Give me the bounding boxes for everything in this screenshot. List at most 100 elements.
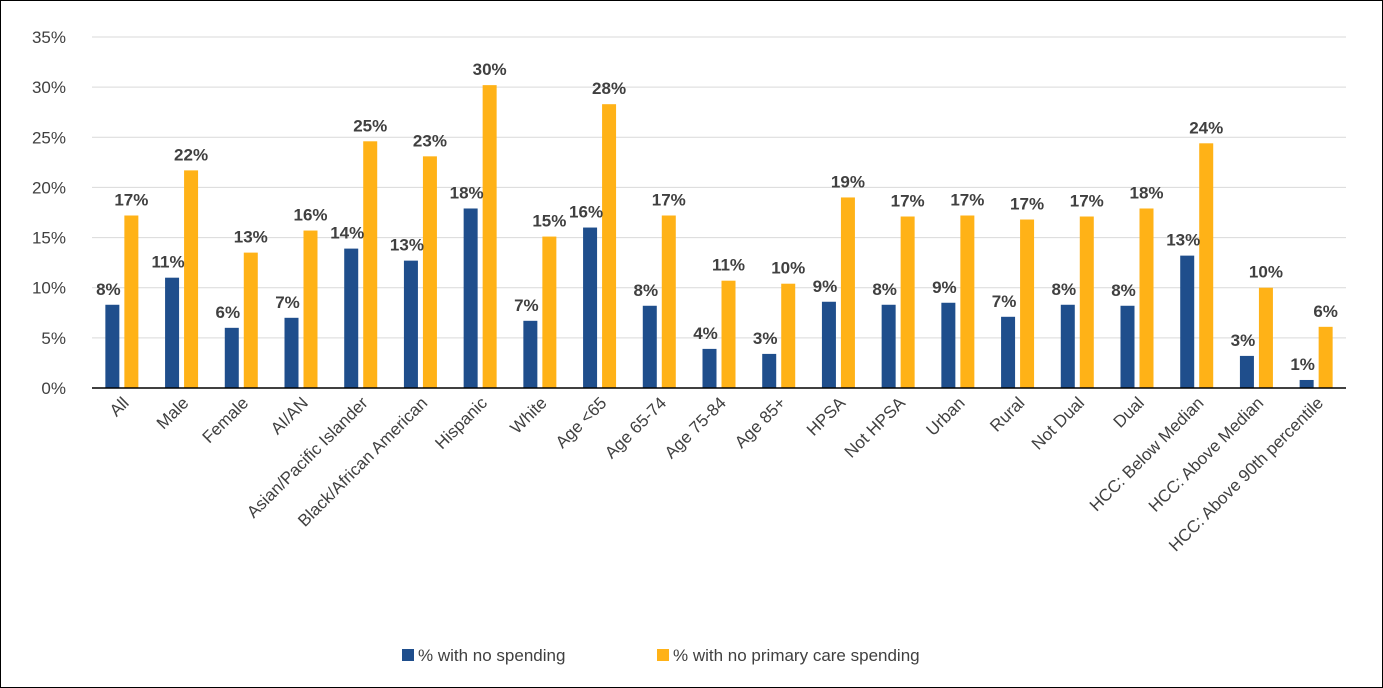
data-label-no-primary-care-spending: 22% [174, 145, 208, 164]
data-label-no-primary-care-spending: 6% [1313, 302, 1338, 321]
data-label-no-spending: 1% [1290, 355, 1315, 374]
x-category-label: HCC: Above Median [1145, 393, 1267, 515]
legend-swatch-no-primary-care-spending [657, 649, 669, 661]
data-label-no-primary-care-spending: 17% [1010, 195, 1044, 214]
bar-no-spending [941, 302, 956, 388]
x-category-label: Rural [986, 393, 1028, 435]
x-category-label: Not HPSA [841, 393, 910, 462]
bar-no-spending [762, 353, 777, 388]
bars [105, 85, 1333, 388]
data-label-no-spending: 8% [1111, 281, 1136, 300]
data-label-no-spending: 9% [813, 277, 838, 296]
data-label-no-spending: 14% [330, 224, 364, 243]
bar-no-spending [881, 304, 896, 388]
bar-no-primary-care-spending [482, 85, 497, 388]
data-label-no-spending: 8% [96, 280, 121, 299]
bar-no-primary-care-spending [840, 197, 855, 388]
bar-no-primary-care-spending [363, 141, 378, 388]
y-tick-label: 20% [32, 178, 66, 197]
data-label-no-primary-care-spending: 10% [771, 259, 805, 278]
y-tick-label: 25% [32, 128, 66, 147]
x-category-label: Age 75-84 [661, 393, 730, 462]
data-label-no-primary-care-spending: 17% [114, 191, 148, 210]
data-label-no-spending: 8% [633, 281, 658, 300]
data-label-no-primary-care-spending: 24% [1189, 118, 1223, 137]
legend-label-no-primary-care-spending: % with no primary care spending [673, 646, 920, 665]
legend-swatch-no-spending [402, 649, 414, 661]
data-label-no-spending: 7% [992, 292, 1017, 311]
bar-no-primary-care-spending [303, 230, 318, 388]
bar-no-primary-care-spending [1139, 208, 1154, 388]
x-category-label: HPSA [803, 393, 850, 440]
data-label-no-spending: 9% [932, 278, 957, 297]
bar-no-spending [284, 317, 299, 388]
data-label-no-spending: 13% [390, 236, 424, 255]
data-label-no-spending: 18% [450, 183, 484, 202]
bar-no-primary-care-spending [542, 236, 557, 388]
y-tick-label: 10% [32, 279, 66, 298]
bar-no-spending [403, 260, 418, 388]
x-category-label: Female [199, 393, 253, 447]
data-label-no-primary-care-spending: 17% [891, 192, 925, 211]
data-label-no-primary-care-spending: 13% [234, 228, 268, 247]
x-category-label: All [106, 393, 133, 420]
bar-no-primary-care-spending [422, 156, 437, 388]
x-category-label: Not Dual [1028, 393, 1088, 453]
bar-no-spending [821, 301, 836, 388]
bar-no-spending [1180, 255, 1195, 388]
bar-no-primary-care-spending [243, 252, 258, 388]
x-category-label: Age 65-74 [601, 393, 670, 462]
bar-no-spending [344, 248, 359, 388]
legend: % with no spending % with no primary car… [402, 646, 920, 665]
data-label-no-primary-care-spending: 10% [1249, 263, 1283, 282]
data-label-no-primary-care-spending: 17% [950, 191, 984, 210]
bar-no-primary-care-spending [661, 215, 676, 388]
data-label-no-primary-care-spending: 30% [473, 60, 507, 79]
bar-no-spending [105, 304, 120, 388]
bar-no-primary-care-spending [1318, 326, 1333, 388]
data-label-no-spending: 6% [215, 303, 240, 322]
y-tick-label: 35% [32, 28, 66, 47]
data-label-no-spending: 8% [1051, 280, 1076, 299]
gridlines [92, 36, 1346, 339]
bar-no-primary-care-spending [602, 104, 617, 388]
bar-no-spending [583, 227, 598, 388]
bar-no-primary-care-spending [1020, 219, 1035, 388]
data-label-no-primary-care-spending: 28% [592, 79, 626, 98]
data-label-no-primary-care-spending: 15% [532, 212, 566, 231]
bar-no-primary-care-spending [1079, 216, 1094, 388]
data-label-no-primary-care-spending: 11% [712, 256, 745, 275]
x-category-label: Age 85+ [731, 393, 790, 452]
x-category-label: Dual [1110, 393, 1148, 431]
data-label-no-spending: 3% [753, 329, 778, 348]
bar-no-primary-care-spending [721, 280, 736, 388]
bar-no-primary-care-spending [184, 170, 199, 388]
data-label-no-primary-care-spending: 19% [831, 172, 865, 191]
bar-no-primary-care-spending [781, 283, 796, 388]
bar-no-spending [463, 208, 478, 388]
x-category-label: AI/AN [267, 393, 312, 438]
data-label-no-primary-care-spending: 18% [1129, 183, 1163, 202]
y-tick-label: 15% [32, 229, 66, 248]
bar-no-primary-care-spending [124, 215, 139, 388]
data-label-no-primary-care-spending: 23% [413, 131, 447, 150]
data-labels: 8%17%11%22%6%13%7%16%14%25%13%23%18%30%7… [96, 60, 1338, 374]
x-category-label: Urban [923, 393, 969, 439]
bar-no-spending [224, 327, 239, 388]
y-axis-ticks: 0% 5% 10% 15% 20% 25% 30% 35% [32, 28, 66, 398]
bar-no-spending [642, 305, 657, 388]
x-category-label: Hispanic [431, 393, 491, 453]
bar-no-spending [1120, 305, 1135, 388]
bar-no-spending [1299, 379, 1314, 388]
data-label-no-spending: 7% [275, 293, 300, 312]
legend-label-no-spending: % with no spending [418, 646, 565, 665]
y-tick-label: 0% [41, 379, 66, 398]
bar-no-primary-care-spending [960, 215, 975, 388]
y-tick-label: 5% [41, 329, 66, 348]
bar-no-spending [523, 320, 538, 388]
bar-no-spending [1239, 355, 1254, 388]
x-category-label: HCC: Below Median [1086, 393, 1208, 515]
data-label-no-spending: 11% [152, 253, 185, 272]
